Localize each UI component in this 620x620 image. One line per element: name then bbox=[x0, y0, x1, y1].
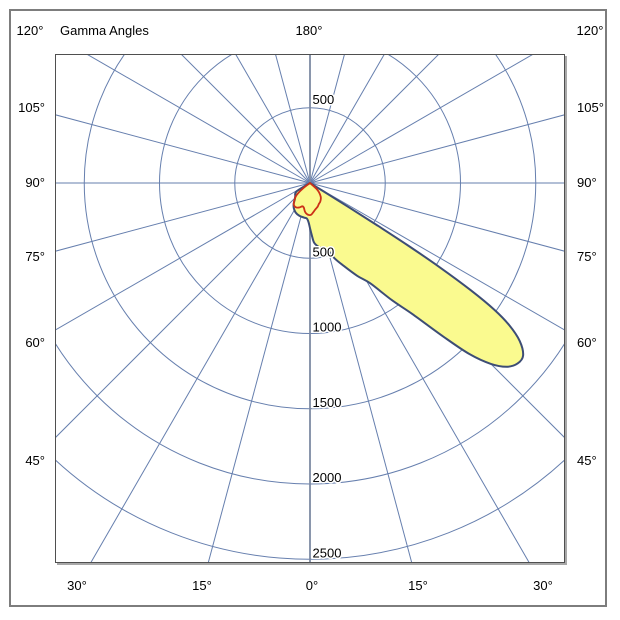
gamma-ray-225 bbox=[180, 54, 311, 184]
gamma-ray-105 bbox=[309, 114, 565, 184]
gamma-ray-60 bbox=[309, 182, 565, 331]
angle-label-left-45: 45° bbox=[25, 453, 45, 468]
angle-label-bottom-left-30: 30° bbox=[67, 578, 87, 593]
angle-label-top-180: 180° bbox=[295, 23, 323, 38]
radial-value-label-500: 500 bbox=[313, 92, 335, 107]
angle-label-top-left-120: 120° bbox=[16, 23, 44, 38]
gamma-ray-150 bbox=[309, 54, 386, 184]
angle-label-right-90: 90° bbox=[577, 175, 597, 190]
angle-label-bottom-left-15: 15° bbox=[192, 578, 212, 593]
gamma-ray-15 bbox=[309, 182, 413, 563]
gamma-ray-135 bbox=[309, 54, 440, 184]
polar-chart-canvas: 500 500 1000 1500 2000 2500 bbox=[55, 54, 565, 563]
gamma-ray-315 bbox=[55, 182, 311, 439]
chart-title: Gamma Angles bbox=[60, 23, 149, 38]
angle-label-bottom-right-15: 15° bbox=[408, 578, 428, 593]
gamma-ray-195 bbox=[274, 54, 311, 184]
radial-value-label-2500: 2500 bbox=[313, 545, 342, 560]
angle-label-bottom-0: 0° bbox=[305, 578, 319, 593]
angle-label-left-60: 60° bbox=[25, 335, 45, 350]
gamma-ray-210 bbox=[234, 54, 311, 184]
angle-label-right-75: 75° bbox=[577, 249, 597, 264]
gamma-ray-345 bbox=[207, 182, 311, 563]
angle-label-bottom-right-30: 30° bbox=[533, 578, 553, 593]
gamma-ray-285 bbox=[55, 182, 311, 252]
gamma-ray-300 bbox=[55, 182, 311, 331]
gamma-ray-75 bbox=[309, 182, 565, 252]
intensity-curve-red-curve bbox=[292, 182, 322, 217]
angle-label-left-75: 75° bbox=[25, 249, 45, 264]
radial-value-label-2000: 2000 bbox=[313, 470, 342, 485]
gamma-ray-30 bbox=[309, 182, 530, 563]
angle-label-top-right-120: 120° bbox=[576, 23, 604, 38]
angle-label-left-105: 105° bbox=[18, 100, 45, 115]
radial-value-label-500: 500 bbox=[313, 244, 335, 259]
gamma-ray-330 bbox=[90, 182, 311, 563]
angle-label-left-90: 90° bbox=[25, 175, 45, 190]
gamma-ray-240 bbox=[85, 54, 311, 184]
angle-label-right-105: 105° bbox=[577, 100, 604, 115]
outer-border bbox=[9, 9, 607, 607]
angle-label-right-60: 60° bbox=[577, 335, 597, 350]
plot-frame bbox=[55, 54, 565, 563]
gamma-ray-255 bbox=[55, 114, 311, 184]
gamma-ray-120 bbox=[309, 54, 535, 184]
intensity-curve-yellow-lobe bbox=[292, 182, 525, 368]
gamma-ray-165 bbox=[309, 54, 346, 184]
radial-value-label-1000: 1000 bbox=[313, 320, 342, 335]
angle-label-right-45: 45° bbox=[577, 453, 597, 468]
radial-value-label-1500: 1500 bbox=[313, 395, 342, 410]
